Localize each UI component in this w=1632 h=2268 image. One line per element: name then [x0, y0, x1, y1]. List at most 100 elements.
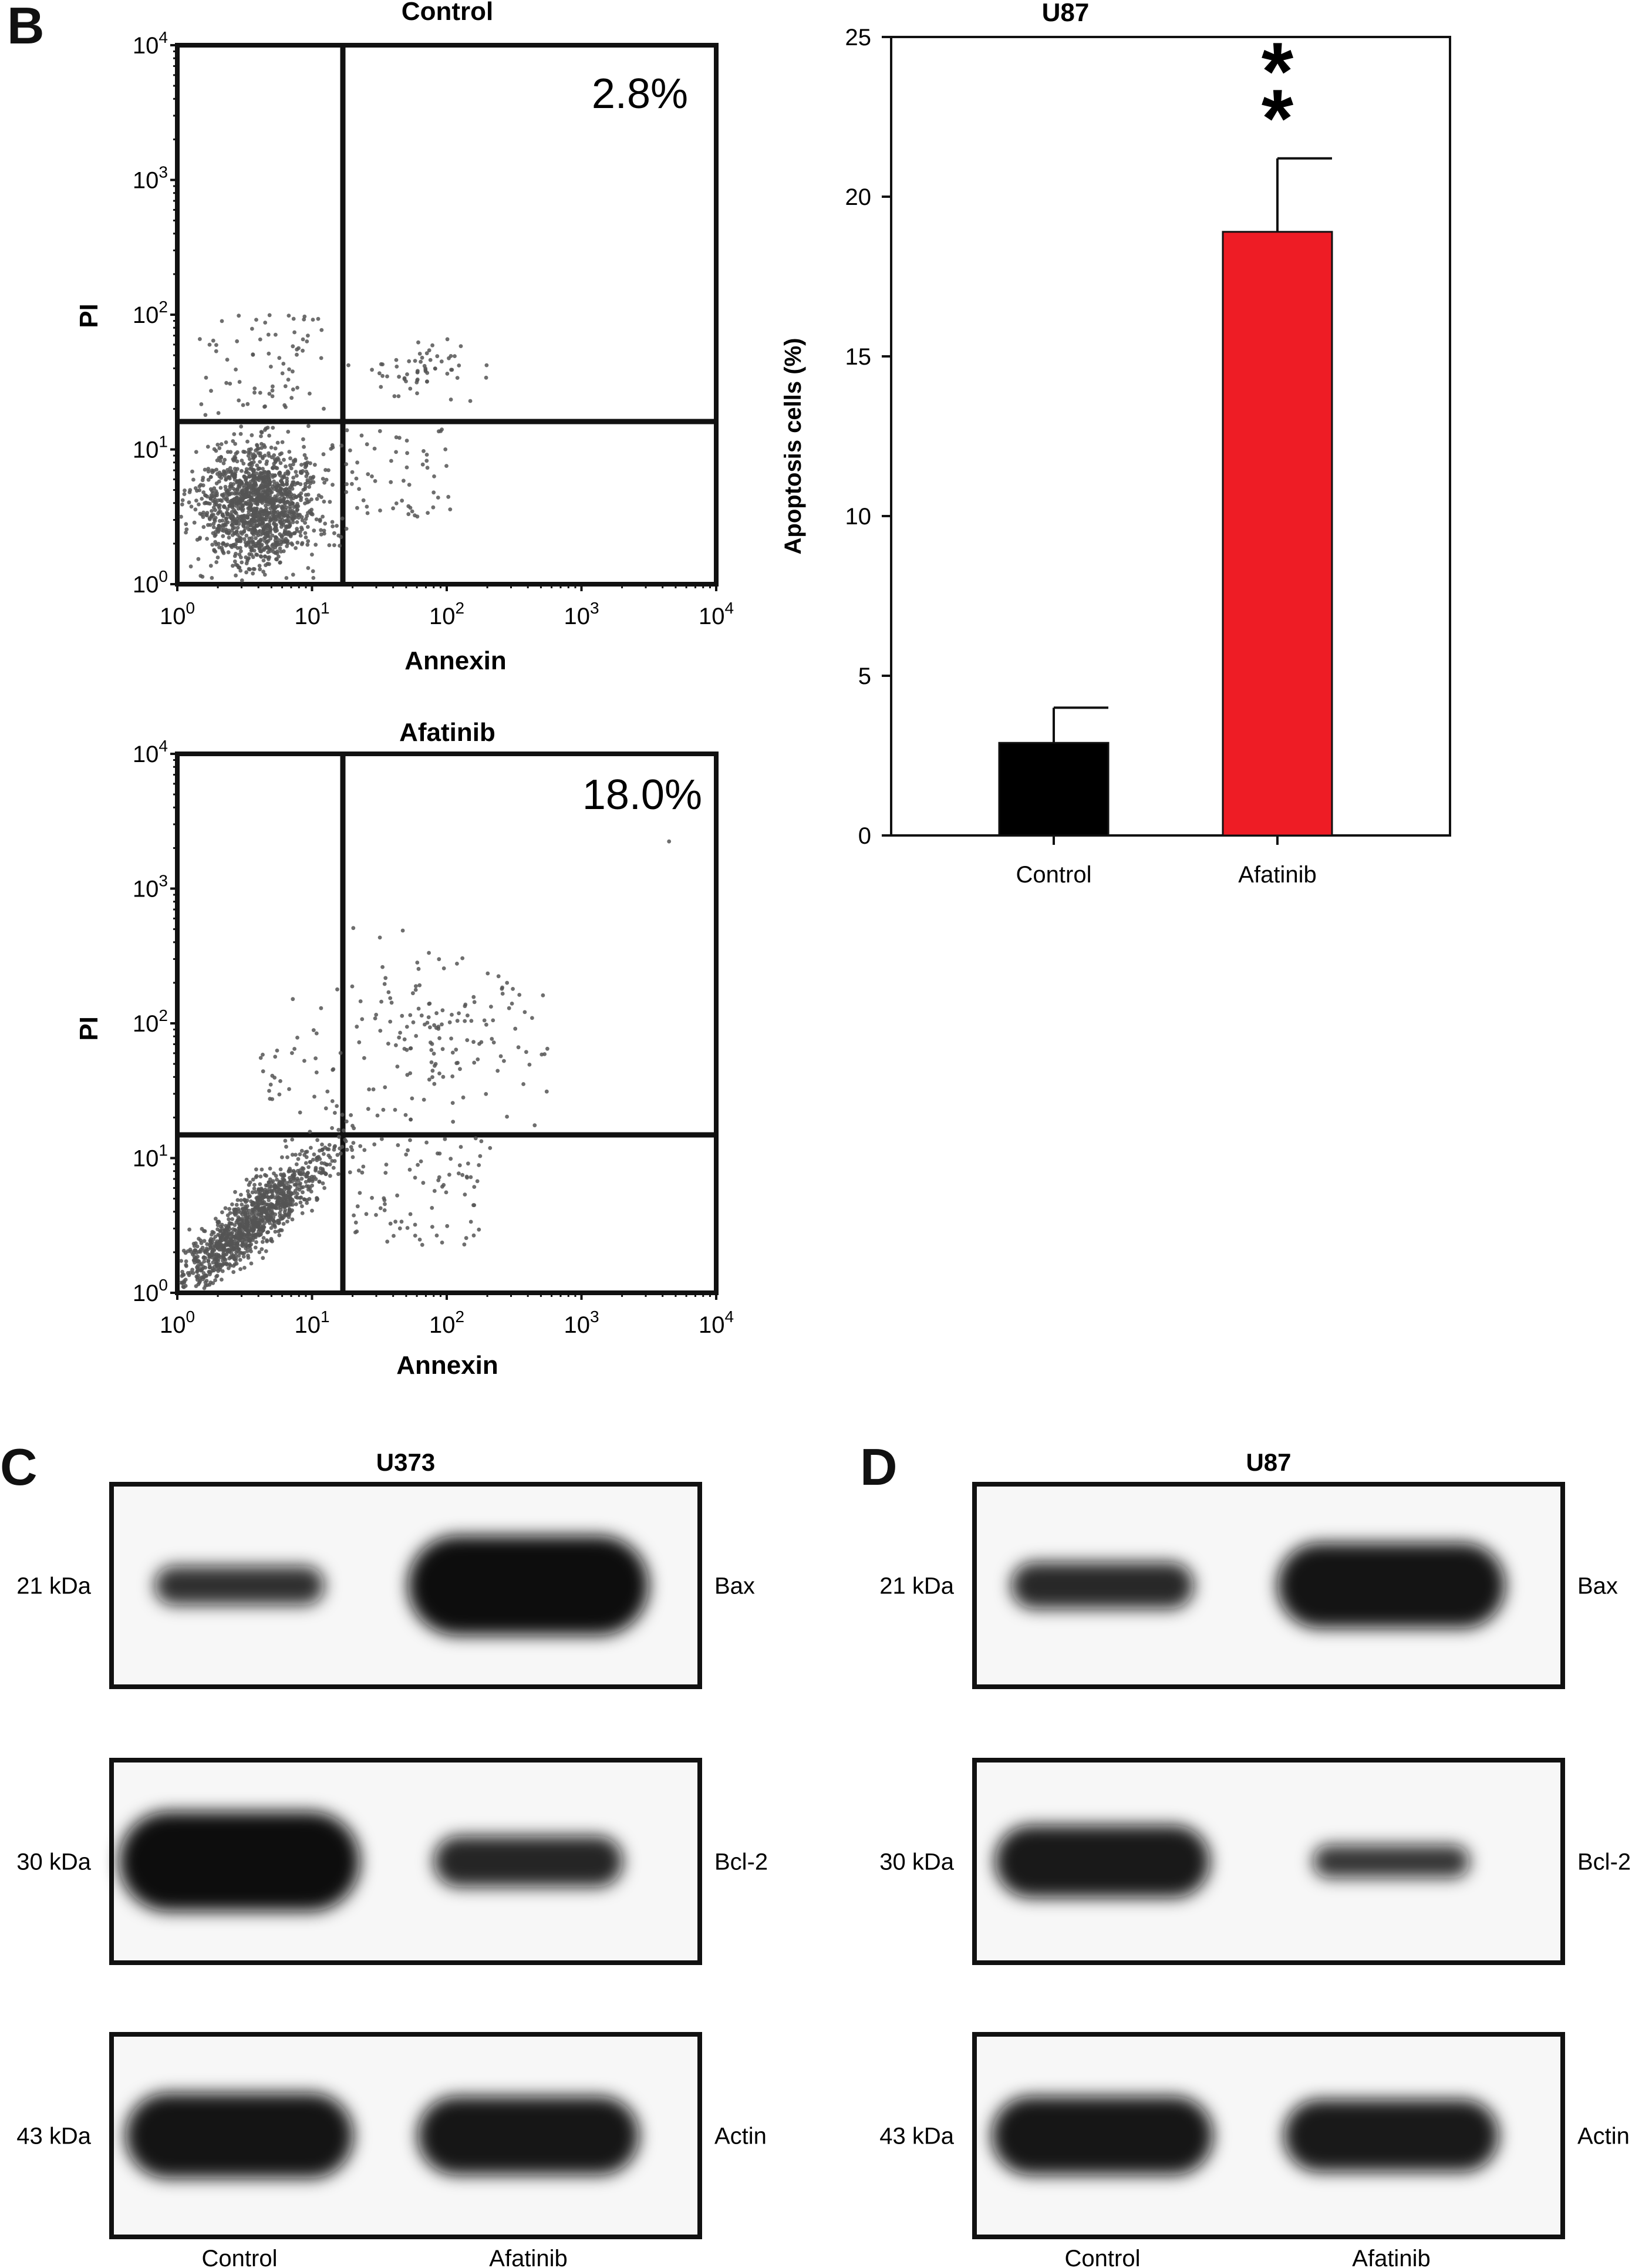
- flow-event-dot: [289, 396, 294, 400]
- flow-y-ticks-control: 100 101 102 103 104: [133, 28, 177, 598]
- flow-event-dot: [484, 363, 489, 368]
- flow-event-dot: [228, 481, 233, 486]
- flow-event-dot: [262, 554, 267, 558]
- flow-event-dot: [292, 1047, 296, 1051]
- flow-event-dot: [505, 980, 510, 985]
- flow-event-dot: [325, 1089, 330, 1094]
- flow-event-dot: [238, 539, 243, 544]
- flow-event-dot: [266, 332, 271, 337]
- flow-event-dot: [277, 1229, 281, 1234]
- flow-event-dot: [255, 497, 259, 502]
- flow-event-dot: [239, 424, 244, 429]
- flow-event-dot: [373, 479, 377, 483]
- flow-event-dot: [204, 1274, 208, 1278]
- flow-event-dot: [267, 351, 271, 356]
- flow-event-dot: [513, 1026, 518, 1031]
- flow-event-dot: [244, 533, 249, 538]
- flow-event-dot: [277, 457, 281, 462]
- flow-event-dot: [221, 541, 225, 545]
- flow-event-dot: [233, 442, 237, 446]
- flow-event-dot: [348, 448, 352, 453]
- flow-event-dot: [287, 450, 292, 454]
- flow-event-dot: [351, 926, 356, 931]
- flow-event-dot: [464, 1174, 469, 1179]
- flow-event-dot: [344, 1119, 349, 1124]
- flow-event-dot: [277, 1233, 282, 1238]
- flow-event-dot: [410, 509, 414, 514]
- flow-event-dot: [235, 450, 240, 454]
- flow-event-dot: [322, 406, 326, 411]
- flow-event-dot: [428, 1025, 432, 1030]
- flow-event-dot: [377, 371, 382, 376]
- flow-event-dot: [268, 1215, 272, 1219]
- flow-event-dot: [457, 1011, 461, 1016]
- flow-event-dot: [228, 544, 233, 548]
- flow-event-dot: [264, 426, 268, 431]
- flow-event-dot: [202, 1229, 206, 1234]
- flow-event-dot: [378, 508, 382, 513]
- flow-event-dot: [357, 487, 361, 491]
- flow-event-dot: [230, 1251, 234, 1256]
- flow-event-dot: [240, 531, 244, 536]
- flow-event-dot: [305, 514, 309, 518]
- flow-event-dot: [283, 1138, 288, 1143]
- flow-event-dot: [440, 1241, 444, 1245]
- flow-event-dot: [277, 1195, 281, 1199]
- flow-event-dot: [239, 518, 244, 523]
- flow-event-dot: [245, 1249, 249, 1253]
- flow-event-dot: [264, 1174, 268, 1178]
- flow-event-dot: [204, 375, 208, 380]
- flow-event-dot: [216, 411, 221, 415]
- flow-event-dot: [300, 518, 305, 523]
- flow-event-dot: [436, 496, 440, 500]
- flow-event-dot: [232, 1247, 237, 1252]
- flow-event-dot: [233, 544, 237, 548]
- flow-event-dot: [251, 353, 255, 357]
- blot-lane-label: Afatinib: [1352, 2246, 1430, 2268]
- flow-event-dot: [427, 348, 431, 353]
- flow-event-dot: [241, 483, 245, 487]
- flow-event-dot: [304, 517, 308, 521]
- flow-event-dot: [300, 541, 305, 545]
- flow-event-dot: [289, 492, 294, 497]
- flow-event-dot: [373, 1016, 377, 1020]
- flow-event-dot: [234, 573, 238, 578]
- flow-event-dot: [208, 487, 213, 491]
- flow-event-dot: [348, 1170, 352, 1175]
- flow-event-dot: [321, 514, 325, 519]
- flow-event-dot: [294, 470, 298, 474]
- flow-event-dot: [432, 1081, 437, 1086]
- flow-event-dot: [267, 496, 271, 500]
- flow-event-dot: [198, 511, 203, 516]
- flow-event-dot: [203, 467, 207, 472]
- flow-event-dot: [286, 1204, 291, 1208]
- flow-event-dot: [242, 493, 246, 498]
- flow-event-dot: [324, 1162, 329, 1167]
- flow-event-dot: [458, 1145, 463, 1149]
- flow-event-dot: [404, 465, 409, 470]
- flow-event-dot: [305, 339, 309, 343]
- flow-event-dot: [361, 498, 366, 503]
- flow-event-dot: [298, 1152, 302, 1157]
- flow-event-dot: [322, 1186, 326, 1190]
- flow-event-dot: [267, 453, 271, 458]
- flow-event-dot: [289, 483, 294, 487]
- flow-event-dot: [257, 487, 262, 491]
- flow-event-dot: [383, 1202, 387, 1207]
- blot-band: [1277, 1542, 1505, 1629]
- blot-band: [1313, 1845, 1470, 1878]
- flow-event-dot: [382, 1208, 387, 1212]
- flow-event-dot: [217, 470, 222, 475]
- flow-event-dot: [360, 1017, 365, 1022]
- flow-event-dot: [313, 1167, 318, 1171]
- flow-event-dot: [225, 490, 230, 495]
- flow-event-dot: [304, 1180, 308, 1184]
- x-tick-label: 100: [160, 599, 195, 629]
- flow-event-dot: [327, 543, 332, 547]
- flow-event-dot: [267, 313, 272, 318]
- flow-event-dot: [331, 1165, 336, 1170]
- flow-event-dot: [257, 1212, 261, 1217]
- flow-event-dot: [237, 314, 241, 318]
- flow-event-dot: [212, 486, 217, 491]
- flow-event-dot: [445, 337, 450, 342]
